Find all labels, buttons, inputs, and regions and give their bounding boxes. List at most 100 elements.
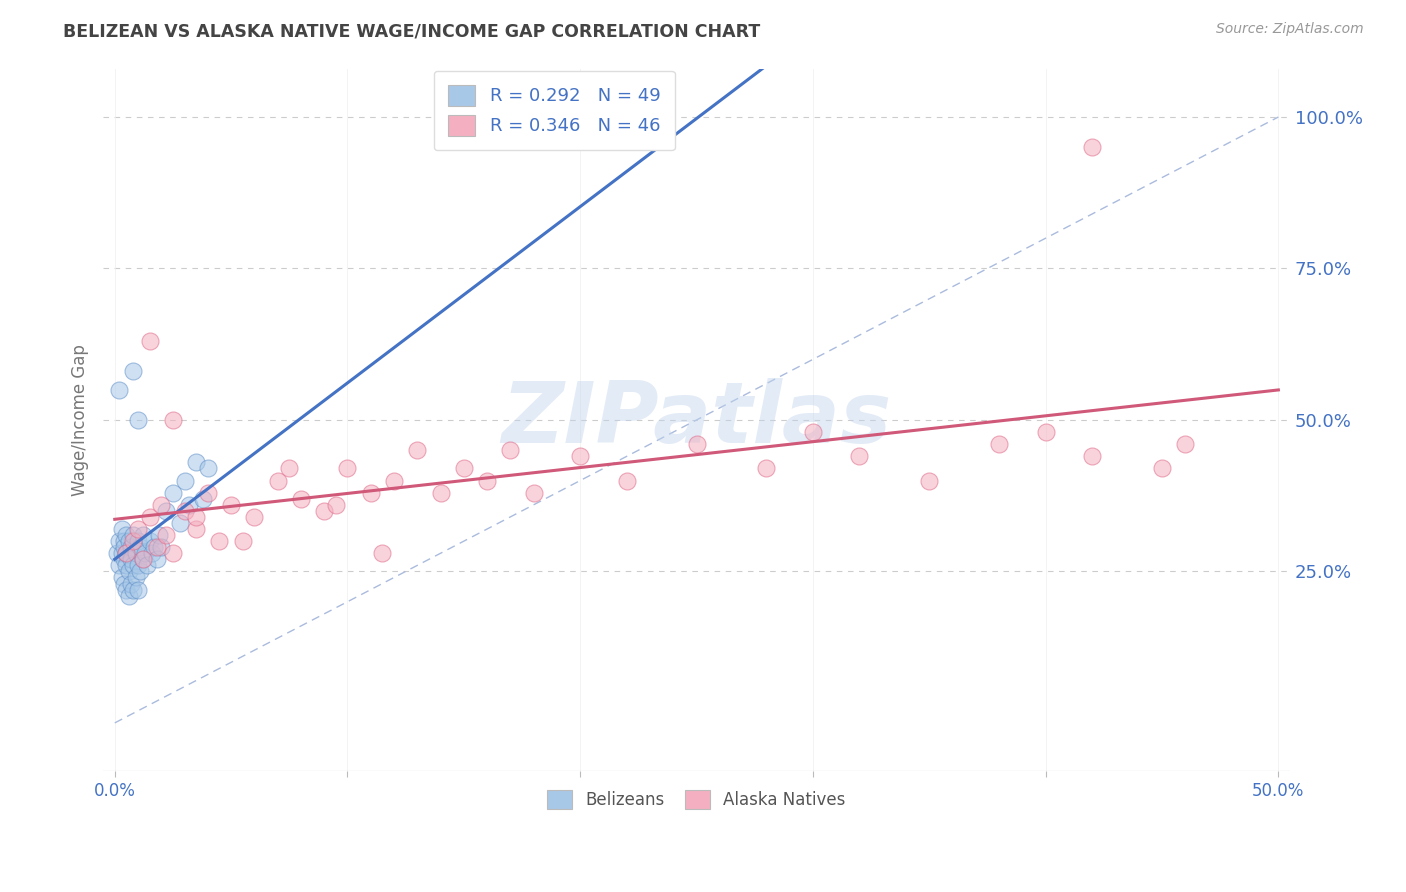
- Point: [453, 461, 475, 475]
- Point: [115, 558, 138, 573]
- Point: [112, 552, 135, 566]
- Point: [197, 461, 219, 475]
- Point: [382, 474, 405, 488]
- Point: [134, 546, 156, 560]
- Point: [325, 498, 347, 512]
- Point: [131, 552, 153, 566]
- Point: [360, 485, 382, 500]
- Point: [105, 546, 128, 560]
- Point: [115, 528, 138, 542]
- Point: [162, 413, 184, 427]
- Point: [143, 540, 166, 554]
- Point: [108, 383, 131, 397]
- Point: [290, 491, 312, 506]
- Point: [193, 491, 215, 506]
- Point: [173, 474, 195, 488]
- Point: [336, 461, 359, 475]
- Point: [129, 565, 152, 579]
- Point: [801, 425, 824, 439]
- Point: [219, 498, 242, 512]
- Point: [111, 546, 134, 560]
- Point: [115, 582, 138, 597]
- Point: [127, 413, 149, 427]
- Point: [122, 582, 145, 597]
- Point: [988, 437, 1011, 451]
- Point: [523, 485, 546, 500]
- Point: [569, 450, 592, 464]
- Point: [118, 565, 141, 579]
- Point: [848, 450, 870, 464]
- Point: [499, 443, 522, 458]
- Point: [186, 509, 208, 524]
- Point: [208, 534, 231, 549]
- Point: [371, 546, 394, 560]
- Point: [145, 552, 167, 566]
- Point: [1081, 140, 1104, 154]
- Point: [278, 461, 301, 475]
- Point: [125, 570, 148, 584]
- Point: [127, 522, 149, 536]
- Point: [122, 534, 145, 549]
- Point: [755, 461, 778, 475]
- Point: [406, 443, 429, 458]
- Point: [108, 534, 131, 549]
- Point: [112, 540, 135, 554]
- Point: [112, 576, 135, 591]
- Point: [138, 509, 160, 524]
- Point: [173, 504, 195, 518]
- Text: Source: ZipAtlas.com: Source: ZipAtlas.com: [1216, 22, 1364, 37]
- Point: [1150, 461, 1173, 475]
- Point: [169, 516, 191, 530]
- Point: [127, 582, 149, 597]
- Point: [131, 528, 153, 542]
- Point: [162, 546, 184, 560]
- Point: [145, 540, 167, 554]
- Point: [122, 528, 145, 542]
- Point: [1174, 437, 1197, 451]
- Text: BELIZEAN VS ALASKA NATIVE WAGE/INCOME GAP CORRELATION CHART: BELIZEAN VS ALASKA NATIVE WAGE/INCOME GA…: [63, 22, 761, 40]
- Point: [120, 576, 142, 591]
- Point: [150, 498, 173, 512]
- Point: [141, 546, 163, 560]
- Point: [186, 455, 208, 469]
- Point: [129, 540, 152, 554]
- Point: [138, 534, 160, 549]
- Point: [148, 528, 170, 542]
- Point: [118, 589, 141, 603]
- Point: [162, 485, 184, 500]
- Point: [685, 437, 707, 451]
- Point: [150, 540, 173, 554]
- Point: [266, 474, 288, 488]
- Point: [314, 504, 336, 518]
- Point: [186, 522, 208, 536]
- Point: [475, 474, 498, 488]
- Point: [243, 509, 266, 524]
- Point: [918, 474, 941, 488]
- Point: [115, 546, 138, 560]
- Legend: Belizeans, Alaska Natives: Belizeans, Alaska Natives: [541, 783, 852, 816]
- Point: [197, 485, 219, 500]
- Point: [179, 498, 201, 512]
- Point: [136, 558, 159, 573]
- Point: [120, 540, 142, 554]
- Point: [111, 570, 134, 584]
- Point: [127, 534, 149, 549]
- Point: [429, 485, 451, 500]
- Point: [127, 558, 149, 573]
- Point: [1035, 425, 1057, 439]
- Point: [616, 474, 638, 488]
- Point: [155, 528, 177, 542]
- Point: [155, 504, 177, 518]
- Point: [122, 364, 145, 378]
- Point: [232, 534, 254, 549]
- Point: [108, 558, 131, 573]
- Y-axis label: Wage/Income Gap: Wage/Income Gap: [72, 344, 89, 496]
- Text: ZIPatlas: ZIPatlas: [502, 378, 891, 461]
- Point: [122, 558, 145, 573]
- Point: [138, 334, 160, 348]
- Point: [118, 534, 141, 549]
- Point: [112, 534, 135, 549]
- Point: [131, 552, 153, 566]
- Point: [115, 546, 138, 560]
- Point: [125, 546, 148, 560]
